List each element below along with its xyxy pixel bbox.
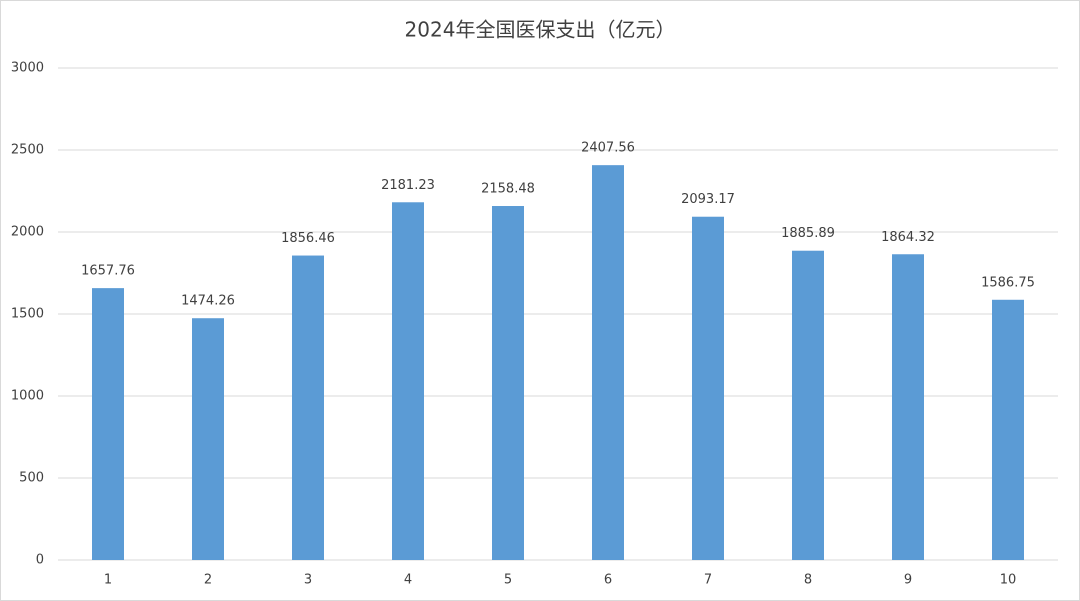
x-tick-label: 10 [1000,573,1017,588]
chart-title: 2024年全国医保支出（亿元） [405,18,676,42]
x-tick-label: 6 [604,573,612,588]
bar [192,318,224,560]
data-label: 1885.89 [781,226,835,241]
y-tick-label: 3000 [11,61,44,76]
x-tick-label: 2 [204,573,212,588]
data-label: 2158.48 [481,182,535,197]
bar [392,202,424,561]
data-label: 2181.23 [381,178,435,193]
y-tick-label: 2000 [11,225,44,240]
y-tick-label: 1500 [11,307,44,322]
data-label: 2407.56 [581,141,635,156]
x-tick-label: 8 [804,573,812,588]
x-tick-label: 3 [304,573,312,588]
x-tick-label: 9 [904,573,912,588]
bar [692,216,724,560]
x-tick-label: 1 [104,573,112,588]
y-tick-label: 0 [36,553,44,568]
data-label: 2093.17 [681,192,735,207]
bar [792,250,824,560]
x-tick-label: 5 [504,573,512,588]
data-label: 1856.46 [281,231,335,246]
data-label: 1864.32 [881,230,935,245]
x-tick-label: 7 [704,573,712,588]
data-label: 1586.75 [981,275,1035,290]
data-label: 1657.76 [81,264,135,279]
bar [292,255,324,560]
bar [92,288,124,560]
bar [892,254,924,560]
data-label: 1474.26 [181,294,235,309]
x-tick-label: 4 [404,573,412,588]
y-tick-label: 2500 [11,143,44,158]
y-tick-label: 1000 [11,389,44,404]
bar [492,206,524,560]
y-tick-label: 500 [19,471,44,486]
bar [992,299,1024,560]
bar [592,165,624,560]
